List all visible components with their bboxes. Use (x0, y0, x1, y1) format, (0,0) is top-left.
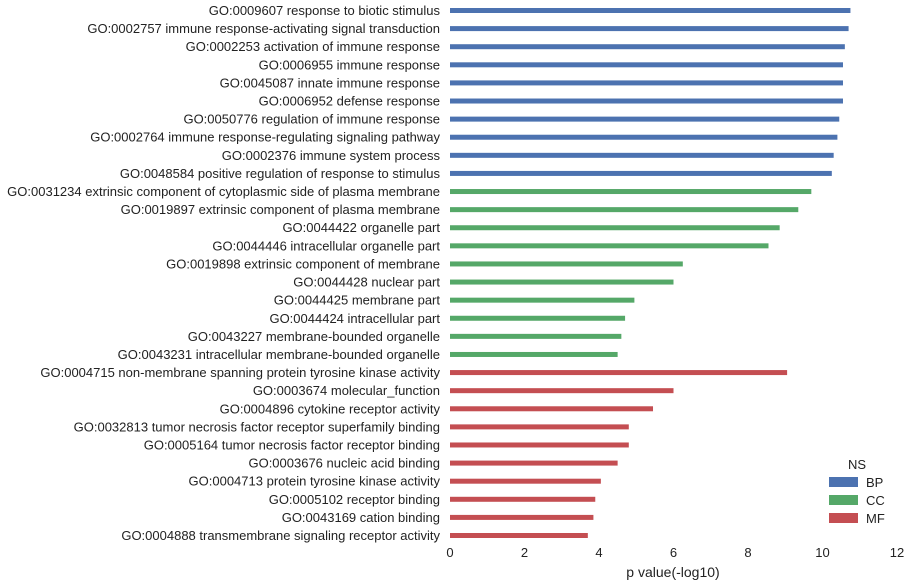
category-label: GO:0043169 cation binding (282, 510, 440, 525)
x-axis-ticks-group: 0 2 4 6 8 10 12 (446, 545, 904, 560)
legend-title: NS (848, 457, 866, 472)
legend: NS BP CC MF (829, 457, 885, 526)
bar-bp (450, 98, 843, 104)
x-tick-label: 0 (446, 545, 453, 560)
category-label: GO:0004888 transmembrane signaling recep… (121, 528, 440, 543)
legend-swatch-cc (829, 495, 858, 505)
bar-bp (450, 116, 840, 122)
category-label: GO:0043227 membrane-bounded organelle (188, 329, 440, 344)
category-label: GO:0002253 activation of immune response (186, 39, 440, 54)
bar-bp (450, 8, 851, 13)
category-label: GO:0002376 immune system process (222, 148, 441, 163)
legend-label-cc: CC (866, 493, 885, 508)
category-label: GO:0043231 intracellular membrane-bounde… (118, 347, 440, 362)
x-tick-label: 12 (890, 545, 904, 560)
category-label: GO:0003674 molecular_function (253, 383, 440, 398)
bar-bp (450, 152, 834, 158)
bar-cc (450, 333, 622, 339)
category-label: GO:0019897 extrinsic component of plasma… (121, 202, 440, 217)
bar-cc (450, 225, 780, 231)
category-label: GO:0004713 protein tyrosine kinase activ… (189, 474, 441, 489)
category-label: GO:0044424 intracellular part (269, 311, 440, 326)
bar-mf (450, 442, 629, 448)
category-label: GO:0044428 nuclear part (293, 275, 440, 290)
bar-mf (450, 478, 601, 484)
category-label: GO:0044446 intracellular organelle part (212, 238, 440, 253)
category-label: GO:0006955 immune response (259, 57, 440, 72)
legend-label-bp: BP (866, 475, 883, 490)
bar-mf (450, 514, 594, 520)
category-label: GO:0005164 tumor necrosis factor recepto… (144, 437, 440, 452)
bar-mf (450, 370, 788, 376)
x-tick-label: 2 (521, 545, 528, 560)
bar-cc (450, 207, 799, 213)
category-label: GO:0009607 response to biotic stimulus (209, 3, 441, 18)
category-label: GO:0044425 membrane part (274, 293, 441, 308)
category-label: GO:0003676 nucleic acid binding (248, 456, 440, 471)
bar-mf (450, 496, 596, 502)
bar-cc (450, 351, 618, 357)
legend-label-mf: MF (866, 511, 885, 526)
bars-group (450, 8, 851, 538)
category-label: GO:0002757 immune response-activating si… (87, 21, 440, 36)
bar-cc (450, 315, 626, 321)
category-label: GO:0031234 extrinsic component of cytopl… (7, 184, 440, 199)
category-label: GO:0019898 extrinsic component of membra… (166, 256, 440, 271)
legend-swatch-mf (829, 513, 858, 523)
bar-mf (450, 460, 618, 466)
category-label: GO:0004715 non-membrane spanning protein… (40, 365, 440, 380)
category-label: GO:0002764 immune response-regulating si… (90, 130, 440, 145)
x-tick-label: 10 (815, 545, 829, 560)
category-label: GO:0050776 regulation of immune response (183, 112, 440, 127)
x-tick-label: 8 (744, 545, 751, 560)
category-label: GO:0006952 defense response (259, 94, 440, 109)
x-axis-title: p value(-log10) (626, 564, 719, 580)
category-label: GO:0004896 cytokine receptor activity (220, 401, 441, 416)
x-tick-label: 4 (595, 545, 602, 560)
category-label: GO:0048584 positive regulation of respon… (120, 166, 441, 181)
bar-cc (450, 243, 769, 249)
bar-cc (450, 189, 812, 195)
bar-bp (450, 80, 843, 86)
bar-bp (450, 44, 845, 50)
bar-mf (450, 388, 674, 394)
category-label: GO:0044422 organelle part (282, 220, 440, 235)
x-tick-label: 6 (670, 545, 677, 560)
bar-bp (450, 62, 843, 68)
bar-bp (450, 26, 849, 32)
bar-mf (450, 424, 629, 430)
bar-cc (450, 297, 635, 303)
category-label: GO:0005102 receptor binding (269, 492, 440, 507)
bar-mf (450, 406, 654, 412)
bar-bp (450, 134, 838, 140)
bar-cc (450, 279, 674, 285)
category-labels-group: GO:0009607 response to biotic stimulus GO… (7, 3, 440, 543)
bar-bp (450, 170, 832, 176)
bar-mf (450, 533, 588, 538)
category-label: GO:0045087 innate immune response (220, 75, 440, 90)
category-label: GO:0032813 tumor necrosis factor recepto… (74, 419, 440, 434)
bar-cc (450, 261, 683, 267)
legend-swatch-bp (829, 477, 858, 487)
